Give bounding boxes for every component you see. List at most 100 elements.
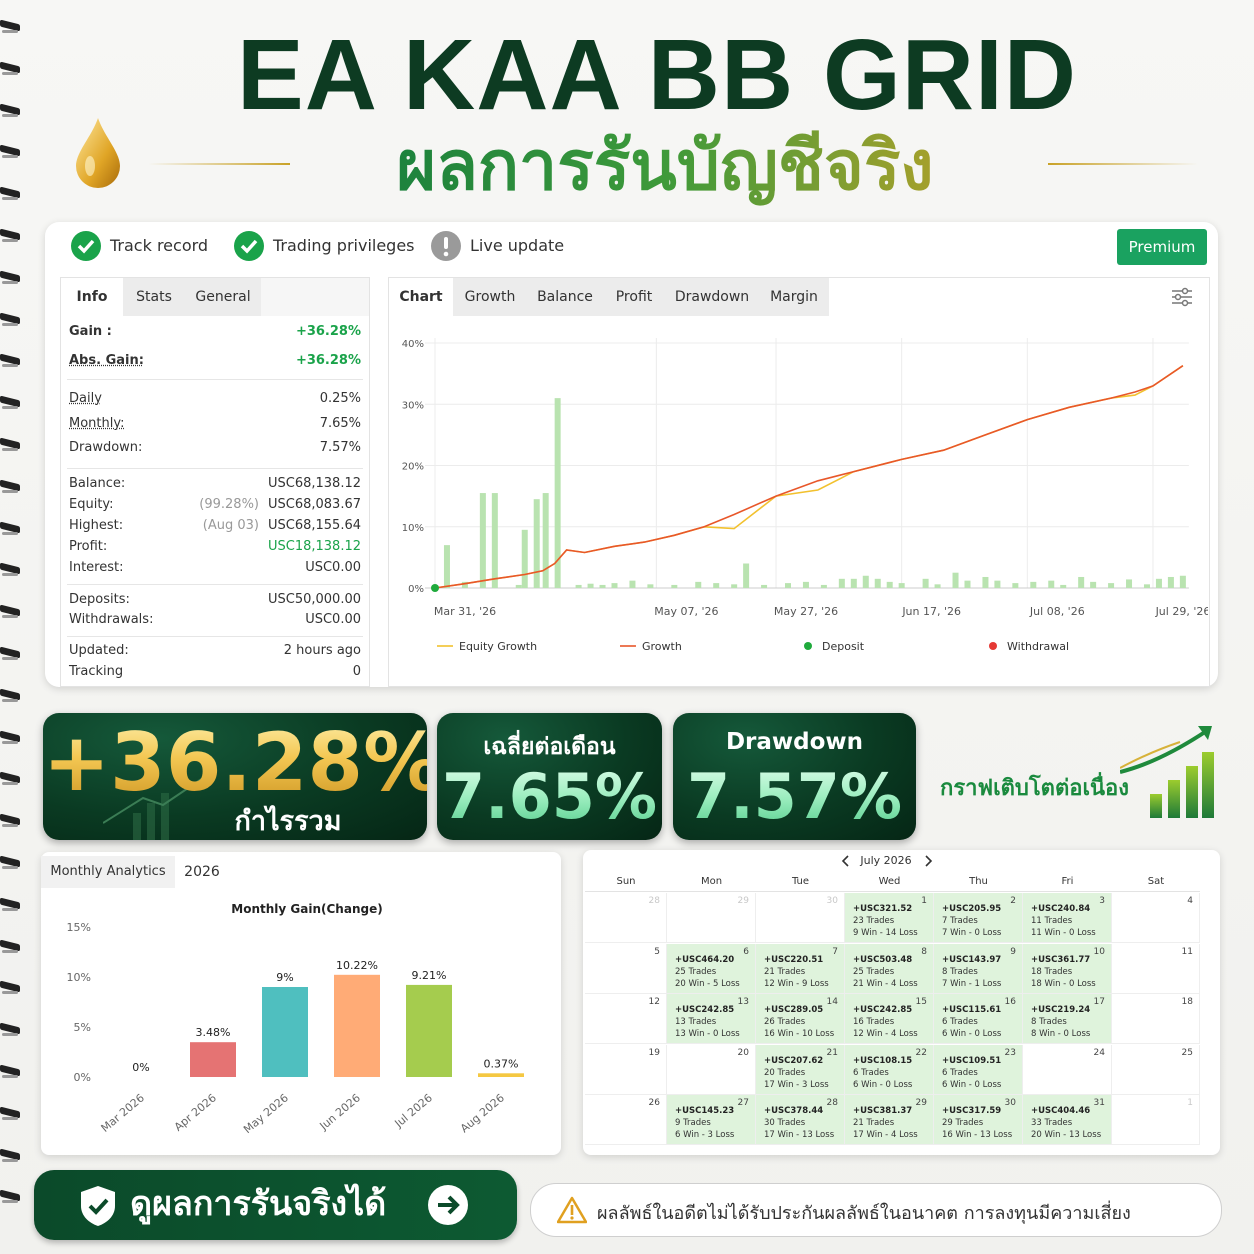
row-label: Daily xyxy=(69,391,102,406)
day-number: 2 xyxy=(1010,896,1016,906)
row-label: Profit: xyxy=(69,539,108,554)
stat-value: 7.57% xyxy=(673,757,916,837)
info-icon xyxy=(431,231,461,261)
day-profit: +USC317.59 xyxy=(942,1106,1002,1116)
calendar-cell: 3 +USC240.84 11 Trades 11 Win - 0 Loss xyxy=(1023,893,1112,943)
day-number: 9 xyxy=(1010,946,1016,957)
calendar-cell: 9 +USC143.97 8 Trades 7 Win - 1 Loss xyxy=(934,943,1023,994)
day-trades: 6 Trades xyxy=(942,1067,978,1078)
calendar-cell: 21 +USC207.62 20 Trades 17 Win - 3 Loss xyxy=(756,1044,845,1095)
calendar-cell: 20 xyxy=(667,1044,756,1095)
day-profit: +USC503.48 xyxy=(853,954,913,965)
binder-ring-shade xyxy=(2,782,18,786)
prev-month[interactable] xyxy=(840,854,852,868)
x-tick-label: Jun 2026 xyxy=(317,1091,363,1133)
daily-bar xyxy=(838,578,845,588)
premium-button[interactable]: Premium xyxy=(1117,229,1207,265)
legend-swatch xyxy=(804,642,812,650)
binder-ring-shade xyxy=(2,907,18,911)
daily-bar xyxy=(731,584,738,588)
bar xyxy=(262,987,308,1077)
row-value: USC0.00 xyxy=(305,560,361,575)
page-title: EA KAA BB GRID xyxy=(237,19,1077,131)
calendar-cell: 29 xyxy=(667,893,756,943)
growth-icon xyxy=(1120,726,1214,818)
tab[interactable]: Balance xyxy=(527,278,604,316)
bar xyxy=(334,974,380,1077)
legend-label: Growth xyxy=(642,640,682,653)
separator xyxy=(67,379,363,380)
day-trades: 23 Trades xyxy=(853,916,895,926)
calendar-cell: 25 xyxy=(1112,1044,1200,1095)
x-tick-label: Mar 31, '26 xyxy=(434,605,496,618)
day-record: 6 Win - 0 Loss xyxy=(942,1029,1002,1039)
daily-bar xyxy=(515,584,522,588)
daily-bar xyxy=(443,545,450,588)
tab[interactable]: 2026 xyxy=(184,864,220,880)
daily-bar xyxy=(850,578,857,588)
day-trades: 8 Trades xyxy=(942,966,978,977)
badge-label: Track record xyxy=(110,236,209,255)
binder-ring-shade xyxy=(2,322,18,326)
binder-ring-shade xyxy=(2,657,18,660)
next-month[interactable] xyxy=(922,854,934,868)
growth-tagline: กราฟเติบโตต่อเนื่อง xyxy=(940,776,1129,801)
tab[interactable]: Info xyxy=(61,278,124,316)
calendar-cell: 31 +USC404.46 33 Trades 20 Win - 13 Loss xyxy=(1023,1095,1112,1145)
daily-bar xyxy=(599,584,606,588)
y-tick-label: 10% xyxy=(402,523,424,534)
growth-line xyxy=(434,365,1184,589)
binder-ring-shade xyxy=(2,1200,18,1204)
calendar-cell: 16 +USC115.61 6 Trades 6 Win - 0 Loss xyxy=(934,994,1023,1044)
binder-ring-shade xyxy=(2,1033,18,1037)
row-value: 7.65% xyxy=(319,416,361,431)
tab[interactable]: Stats xyxy=(123,278,186,316)
day-record: 8 Win - 0 Loss xyxy=(1031,1029,1091,1039)
day-record: 6 Win - 3 Loss xyxy=(675,1130,735,1140)
binder-ring-shade xyxy=(2,698,18,702)
cta-button[interactable]: ดูผลการรันจริงได้ xyxy=(34,1170,517,1240)
tab[interactable]: Growth xyxy=(453,278,528,316)
arrow-icon xyxy=(428,1185,468,1225)
day-trades: 13 Trades xyxy=(675,1017,717,1027)
tab[interactable]: Margin xyxy=(759,278,830,316)
day-record: 12 Win - 9 Loss xyxy=(764,978,829,989)
tab[interactable]: General xyxy=(185,278,262,316)
day-number: 7 xyxy=(832,946,838,957)
binder-ring-shade xyxy=(2,239,18,242)
calendar-cell: 7 +USC220.51 21 Trades 12 Win - 9 Loss xyxy=(756,943,845,994)
day-profit: +USC378.44 xyxy=(764,1106,824,1116)
y-tick-label: 10% xyxy=(67,971,91,984)
tab[interactable]: Drawdown xyxy=(665,278,760,316)
day-trades: 16 Trades xyxy=(853,1017,895,1027)
daily-bar xyxy=(922,578,929,588)
binder-ring-shade xyxy=(2,448,18,451)
day-record: 17 Win - 13 Loss xyxy=(764,1130,835,1140)
daily-bar xyxy=(695,581,702,588)
day-number: 14 xyxy=(826,997,838,1007)
row-label: Balance: xyxy=(69,476,126,491)
day-profit: +USC361.77 xyxy=(1031,954,1091,965)
tab[interactable]: Profit xyxy=(603,278,666,316)
day-record: 12 Win - 4 Loss xyxy=(853,1029,918,1039)
binder-ring-shade xyxy=(2,406,18,410)
row-value: +36.28% xyxy=(295,324,361,339)
day-trades: 7 Trades xyxy=(942,916,978,926)
day-profit: +USC108.15 xyxy=(853,1055,913,1066)
day-profit: +USC220.51 xyxy=(764,954,824,965)
stat-value: +36.28% xyxy=(43,713,443,813)
binder-ring-shade xyxy=(2,113,18,117)
settings-icon[interactable] xyxy=(1170,286,1194,308)
tab[interactable]: Chart xyxy=(389,278,454,316)
day-trades: 26 Trades xyxy=(764,1017,806,1027)
calendar-header-row xyxy=(585,873,1200,892)
tab[interactable]: Monthly Analytics xyxy=(41,856,175,888)
day-trades: 20 Trades xyxy=(764,1067,806,1078)
daily-bar xyxy=(713,583,720,588)
daily-bar xyxy=(1048,580,1055,588)
calendar-cell: 5 xyxy=(585,943,667,994)
day-number: 20 xyxy=(737,1047,749,1058)
day-number: 4 xyxy=(1187,896,1193,906)
day-number: 27 xyxy=(737,1098,749,1108)
row-label: Interest: xyxy=(69,560,124,575)
